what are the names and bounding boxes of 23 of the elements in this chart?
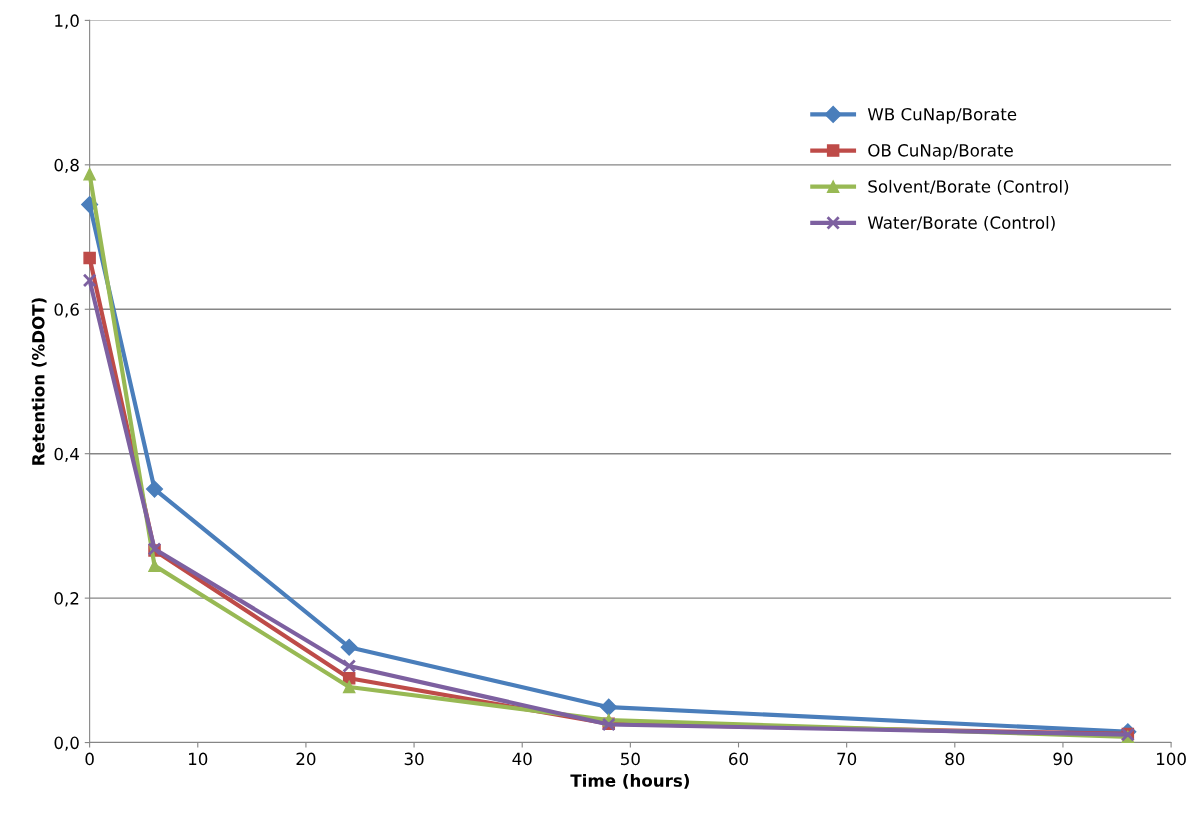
- y-tick-label: 0,2: [54, 592, 79, 607]
- x-tick-label: 90: [1053, 752, 1073, 766]
- legend-label: Water/Borate (Control): [867, 216, 1055, 231]
- x-tick-label: 0: [85, 752, 94, 766]
- x-axis-title: Time (hours): [570, 773, 689, 789]
- x-tick-label: 50: [621, 752, 640, 766]
- x-tick-label: 80: [945, 752, 965, 766]
- y-tick-label: 1,0: [55, 14, 79, 29]
- y-tick-label: 0,4: [54, 447, 79, 462]
- y-tick-label: 0,6: [54, 303, 79, 318]
- x-tick-label: 40: [512, 752, 532, 766]
- legend-label: WB CuNap/Borate: [867, 107, 1017, 124]
- y-tick-label: 0,8: [54, 158, 79, 174]
- y-tick-label: 0,0: [54, 736, 79, 751]
- x-tick-label: 10: [189, 752, 208, 766]
- x-tick-label: 20: [296, 752, 316, 766]
- x-tick-label: 100: [1157, 752, 1186, 766]
- x-tick-label: 70: [837, 752, 857, 766]
- legend-label: OB CuNap/Borate: [868, 144, 1013, 160]
- x-tick-label: 30: [404, 752, 424, 766]
- x-tick-label: 60: [729, 752, 749, 766]
- legend-label: Solvent/Borate (Control): [868, 179, 1069, 195]
- y-axis-title: Retention (%DOT): [31, 298, 47, 465]
